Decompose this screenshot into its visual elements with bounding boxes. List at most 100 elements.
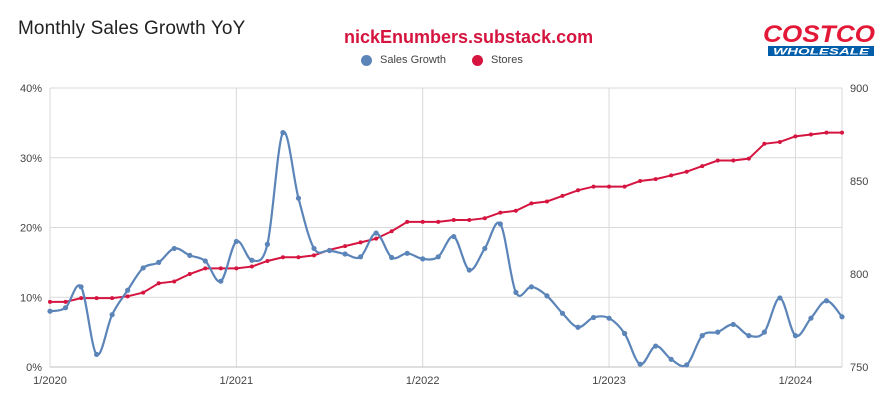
data-point-sales-growth [280,130,286,136]
x-tick-label: 1/2022 [406,375,440,387]
data-point-stores [218,266,223,271]
data-point-sales-growth [342,251,348,257]
data-point-stores [777,139,782,144]
y-right-tick-label: 900 [850,83,868,95]
data-point-sales-growth [839,314,845,320]
data-point-sales-growth [373,230,379,236]
data-point-sales-growth [435,254,441,260]
chart-title: Monthly Sales Growth YoY [18,18,246,39]
data-point-sales-growth [78,284,84,290]
data-point-sales-growth [326,247,333,254]
data-point-sales-growth [249,257,255,263]
data-point-sales-growth [187,252,193,258]
logo-subtext: WHOLESALE [773,47,871,57]
data-point-stores [141,290,146,295]
legend-marker-sales-growth [361,54,372,66]
data-point-sales-growth [559,310,566,316]
data-point-stores [156,281,161,286]
data-point-sales-growth [684,362,690,368]
logo-underline [768,46,874,56]
data-point-stores [405,219,410,224]
chart-subtitle: nickEnumbers.substack.com [344,27,594,47]
x-tick-label: 1/2024 [779,375,813,387]
data-point-stores [700,164,705,169]
y-left-tick-label: 0% [26,362,42,374]
data-point-stores [436,219,441,224]
data-point-stores [715,158,720,163]
data-point-sales-growth [528,284,535,290]
data-point-stores [513,208,518,213]
legend-label-sales-growth: Sales Growth [380,54,447,66]
data-point-stores [467,218,472,223]
data-point-stores [63,299,68,304]
data-point-sales-growth [389,254,395,261]
data-point-stores [358,240,363,245]
y-right-tick-label: 800 [850,269,868,281]
data-point-stores [296,255,301,260]
data-point-sales-growth [156,259,162,265]
data-point-sales-growth [311,245,317,252]
data-point-stores [343,244,348,249]
data-point-stores [560,193,565,198]
data-point-stores [374,236,379,241]
legend-item-sales-growth[interactable]: Sales Growth [361,54,446,66]
data-point-sales-growth [125,287,131,293]
data-point-stores [420,219,425,224]
axes: 0% 10% 20% 30% 40% 750 800 850 900 1/2020 1/2021 1/… [20,83,868,387]
data-point-stores [389,229,394,234]
data-point-sales-growth [544,293,550,299]
data-point-stores [498,210,503,215]
data-point-stores [203,266,208,271]
data-point-stores [312,253,316,258]
x-tick-label: 1/2020 [33,375,67,387]
data-point-sales-growth [792,333,799,339]
data-point-stores [762,141,767,146]
data-point-stores [265,258,270,263]
data-point-sales-growth [621,330,628,337]
data-point-sales-growth [606,315,612,321]
data-point-stores [607,184,612,189]
data-point-stores [824,130,829,135]
data-point-sales-growth [404,250,410,256]
data-point-stores [638,179,643,183]
data-point-sales-growth [140,265,146,271]
data-point-sales-growth [808,315,814,321]
data-point-stores [482,216,487,221]
data-point-sales-growth [590,314,597,321]
series-line-sales-growth [49,130,843,368]
data-point-sales-growth [497,221,503,227]
data-point-sales-growth [295,195,302,201]
data-point-sales-growth [202,258,208,264]
data-point-stores [731,158,736,163]
legend-item-stores[interactable]: Stores [472,54,523,66]
data-point-sales-growth [777,295,783,301]
data-point-stores [529,201,534,206]
legend: Sales Growth Stores [361,54,549,66]
data-point-stores [544,199,549,204]
data-point-sales-growth [357,254,364,260]
data-point-stores [684,169,689,174]
logo-wordmark: COSTCO [763,21,875,48]
data-point-stores [653,177,658,182]
data-point-sales-growth [823,298,830,304]
data-point-stores [746,156,751,161]
data-point-stores [234,266,239,271]
data-point-stores [79,296,84,301]
data-point-sales-growth [730,321,736,328]
data-point-sales-growth [715,329,721,335]
data-point-sales-growth [451,233,457,240]
legend-marker-stores [472,54,484,66]
data-point-sales-growth [171,245,177,252]
data-point-stores [591,184,596,189]
data-point-sales-growth [699,333,705,339]
y-left-tick-label: 40% [20,83,42,95]
data-point-stores [172,279,177,284]
costco-logo: COSTCO WHOLESALE [763,21,875,57]
data-point-stores [125,294,130,299]
data-point-sales-growth [746,333,752,339]
data-point-stores [793,134,798,139]
data-point-stores [576,188,580,193]
data-point-stores [94,296,99,301]
y-left-tick-label: 30% [20,153,42,165]
